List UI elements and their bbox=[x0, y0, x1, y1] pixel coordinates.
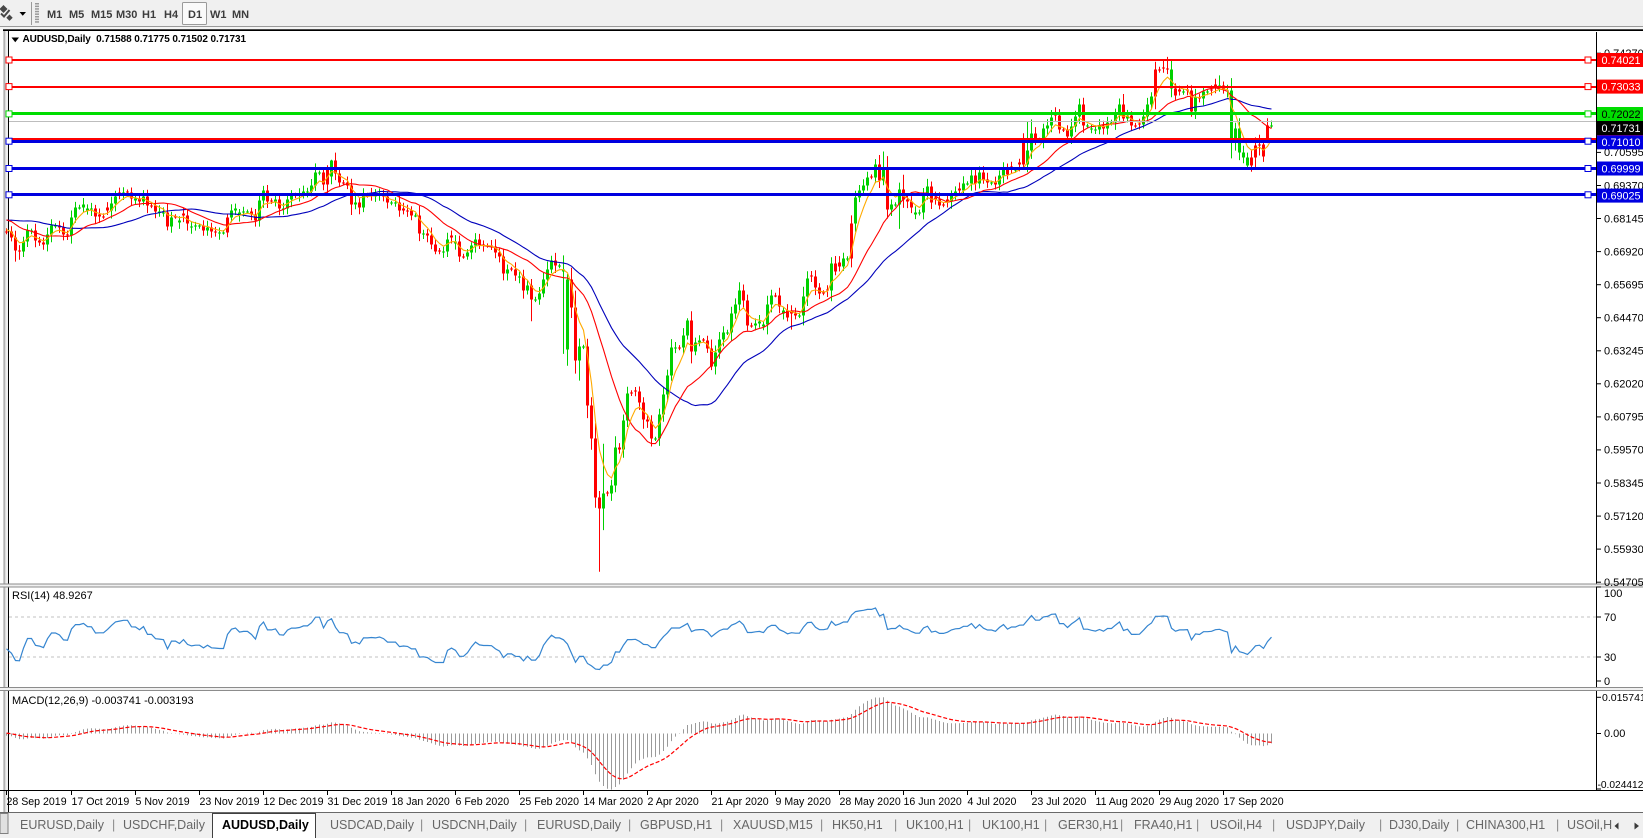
svg-text:16 Jun 2020: 16 Jun 2020 bbox=[904, 796, 962, 808]
svg-text:23 Nov 2019: 23 Nov 2019 bbox=[200, 796, 260, 808]
svg-text:0.70595: 0.70595 bbox=[1604, 147, 1643, 159]
svg-text:RSI(14) 48.9267: RSI(14) 48.9267 bbox=[12, 590, 93, 602]
svg-text:100: 100 bbox=[1604, 588, 1622, 600]
svg-text:|: | bbox=[1272, 818, 1275, 832]
svg-text:M30: M30 bbox=[116, 9, 137, 21]
svg-text:29 Aug 2020: 29 Aug 2020 bbox=[1160, 796, 1220, 808]
svg-text:|: | bbox=[112, 818, 115, 832]
svg-text:17 Oct 2019: 17 Oct 2019 bbox=[72, 796, 130, 808]
svg-text:|: | bbox=[894, 818, 897, 832]
svg-text:FRA40,H1: FRA40,H1 bbox=[1134, 818, 1192, 832]
svg-text:31 Dec 2019: 31 Dec 2019 bbox=[328, 796, 388, 808]
svg-text:0: 0 bbox=[1604, 676, 1610, 688]
svg-text:0.54705: 0.54705 bbox=[1604, 577, 1643, 589]
svg-text:0.71731: 0.71731 bbox=[1602, 123, 1641, 135]
svg-text:0.68145: 0.68145 bbox=[1604, 213, 1643, 225]
svg-text:MN: MN bbox=[232, 9, 249, 21]
svg-text:M5: M5 bbox=[69, 9, 84, 21]
svg-text:|: | bbox=[1120, 818, 1123, 832]
svg-text:0.62020: 0.62020 bbox=[1604, 379, 1643, 391]
svg-text:0.57120: 0.57120 bbox=[1604, 511, 1643, 523]
svg-text:9 May 2020: 9 May 2020 bbox=[776, 796, 831, 808]
svg-text:0.71010: 0.71010 bbox=[1602, 137, 1641, 149]
svg-text:D1: D1 bbox=[188, 9, 202, 21]
svg-text:EURUSD,Daily: EURUSD,Daily bbox=[537, 818, 622, 832]
svg-text:0.74021: 0.74021 bbox=[1602, 55, 1641, 67]
svg-text:H4: H4 bbox=[164, 9, 179, 21]
svg-text:0.65695: 0.65695 bbox=[1604, 280, 1643, 292]
svg-text:0.69999: 0.69999 bbox=[1602, 163, 1641, 175]
svg-text:H1: H1 bbox=[142, 9, 156, 21]
svg-text:12 Dec 2019: 12 Dec 2019 bbox=[264, 796, 324, 808]
svg-text:0.64470: 0.64470 bbox=[1604, 313, 1643, 325]
svg-text:|: | bbox=[968, 818, 971, 832]
svg-text:11 Aug 2020: 11 Aug 2020 bbox=[1096, 796, 1155, 808]
svg-text:|: | bbox=[820, 818, 823, 832]
svg-text:USDJPY,Daily: USDJPY,Daily bbox=[1286, 818, 1366, 832]
svg-text:UK100,H1: UK100,H1 bbox=[982, 818, 1040, 832]
svg-text:HK50,H1: HK50,H1 bbox=[832, 818, 883, 832]
svg-text:DJ30,Daily: DJ30,Daily bbox=[1389, 818, 1450, 832]
svg-text:USDCHF,Daily: USDCHF,Daily bbox=[123, 818, 206, 832]
svg-text:0.63245: 0.63245 bbox=[1604, 346, 1643, 358]
svg-text:M15: M15 bbox=[91, 9, 112, 21]
svg-text:|: | bbox=[1196, 818, 1199, 832]
svg-text:0.58345: 0.58345 bbox=[1604, 478, 1643, 490]
svg-text:0.60795: 0.60795 bbox=[1604, 412, 1643, 424]
svg-text:21 Apr 2020: 21 Apr 2020 bbox=[712, 796, 769, 808]
svg-text:|: | bbox=[1379, 818, 1382, 832]
svg-text:5 Nov 2019: 5 Nov 2019 bbox=[136, 796, 190, 808]
svg-text:2 Apr 2020: 2 Apr 2020 bbox=[648, 796, 699, 808]
svg-text:30: 30 bbox=[1604, 652, 1616, 664]
svg-text:|: | bbox=[1456, 818, 1459, 832]
svg-text:XAUUSD,M15: XAUUSD,M15 bbox=[733, 818, 813, 832]
svg-text:23 Jul 2020: 23 Jul 2020 bbox=[1032, 796, 1087, 808]
svg-text:USDCNH,Daily: USDCNH,Daily bbox=[432, 818, 517, 832]
svg-text:AUDUSD,Daily: AUDUSD,Daily bbox=[222, 818, 309, 832]
svg-text:W1: W1 bbox=[210, 9, 227, 21]
svg-text:MACD(12,26,9) -0.003741 -0.003: MACD(12,26,9) -0.003741 -0.003193 bbox=[12, 695, 194, 707]
svg-text:0.59570: 0.59570 bbox=[1604, 445, 1643, 457]
svg-text:0.015741: 0.015741 bbox=[1602, 692, 1643, 704]
svg-text:4 Jul 2020: 4 Jul 2020 bbox=[968, 796, 1017, 808]
svg-text:GER30,H1: GER30,H1 bbox=[1058, 818, 1118, 832]
svg-text:M1: M1 bbox=[47, 9, 62, 21]
svg-text:-0.024412: -0.024412 bbox=[1598, 780, 1643, 791]
svg-text:GBPUSD,H1: GBPUSD,H1 bbox=[640, 818, 712, 832]
svg-text:USOil,H: USOil,H bbox=[1567, 818, 1612, 832]
svg-text:CHINA300,H1: CHINA300,H1 bbox=[1466, 818, 1545, 832]
svg-text:|: | bbox=[1556, 818, 1559, 832]
svg-text:14 Mar 2020: 14 Mar 2020 bbox=[584, 796, 644, 808]
svg-text:25 Feb 2020: 25 Feb 2020 bbox=[520, 796, 580, 808]
svg-text:USOil,H4: USOil,H4 bbox=[1210, 818, 1262, 832]
svg-text:28 May 2020: 28 May 2020 bbox=[840, 796, 901, 808]
svg-text:USDCAD,Daily: USDCAD,Daily bbox=[330, 818, 415, 832]
svg-text:6 Feb 2020: 6 Feb 2020 bbox=[456, 796, 510, 808]
svg-text:|: | bbox=[720, 818, 723, 832]
svg-text:0.69025: 0.69025 bbox=[1602, 190, 1641, 202]
svg-text:UK100,H1: UK100,H1 bbox=[906, 818, 964, 832]
svg-text:|: | bbox=[628, 818, 631, 832]
svg-text:0.72022: 0.72022 bbox=[1602, 109, 1641, 121]
svg-text:|: | bbox=[524, 818, 527, 832]
svg-text:0.00: 0.00 bbox=[1604, 728, 1625, 740]
svg-text:EURUSD,Daily: EURUSD,Daily bbox=[20, 818, 105, 832]
svg-text:0.66920: 0.66920 bbox=[1604, 246, 1643, 258]
svg-text:70: 70 bbox=[1604, 612, 1616, 624]
svg-text:28 Sep 2019: 28 Sep 2019 bbox=[7, 796, 67, 808]
svg-text:AUDUSD,Daily 0.71588 0.71775: AUDUSD,Daily 0.71588 0.71775 0.71502 0.7… bbox=[23, 34, 247, 45]
svg-text:17 Sep 2020: 17 Sep 2020 bbox=[1224, 796, 1284, 808]
svg-text:0.55930: 0.55930 bbox=[1604, 544, 1643, 556]
svg-text:0.73033: 0.73033 bbox=[1602, 81, 1641, 93]
svg-text:|: | bbox=[1044, 818, 1047, 832]
svg-text:18 Jan 2020: 18 Jan 2020 bbox=[392, 796, 450, 808]
svg-text:|: | bbox=[420, 818, 423, 832]
